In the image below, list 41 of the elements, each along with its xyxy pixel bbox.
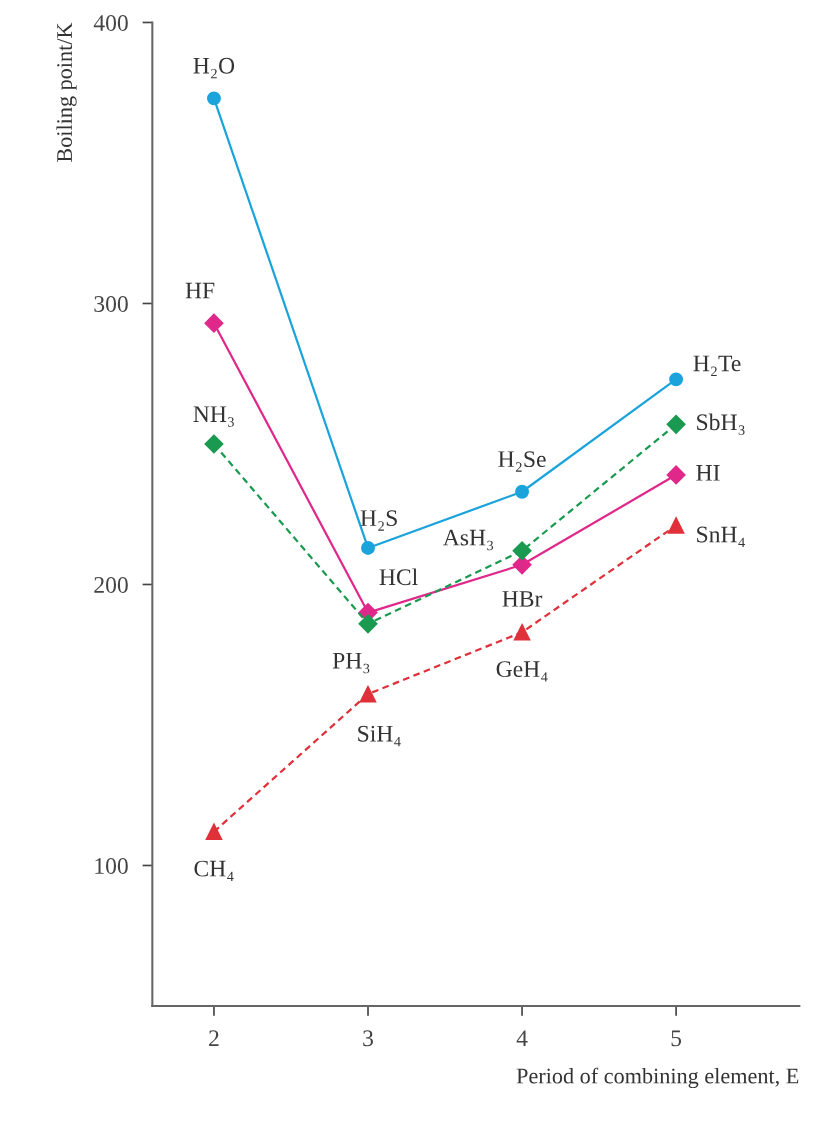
annotation: SiH₄ (358, 725, 401, 747)
annotation: PH₃ (332, 652, 370, 674)
annotation: GeH₄ (496, 661, 548, 682)
point (361, 541, 375, 555)
annotation: SbH₃ (697, 413, 745, 435)
annotation: HBr (502, 591, 543, 607)
point (358, 614, 378, 634)
y-tick-label: 300 (94, 295, 128, 312)
annotation: HCl (379, 568, 418, 586)
annotation: HI (696, 465, 720, 481)
y-tick-label: 400 (93, 14, 128, 31)
point (205, 823, 223, 841)
y-axis-title: Boiling point/K (56, 22, 77, 162)
point (204, 434, 224, 454)
y-tick-label: 100 (95, 857, 128, 874)
x-tick-label: 2 (209, 1030, 219, 1046)
point (512, 555, 532, 575)
x-tick-label: 3 (363, 1030, 373, 1047)
point (204, 313, 224, 333)
point (666, 414, 686, 434)
point (666, 465, 686, 485)
point (667, 517, 685, 534)
y-tick-label: 200 (94, 576, 128, 593)
x-tick-label: 5 (671, 1030, 682, 1047)
point (207, 91, 221, 106)
x-tick-label: 4 (516, 1030, 528, 1046)
point (512, 541, 532, 561)
point (669, 372, 684, 387)
annotation: NH₃ (193, 406, 234, 427)
annotation: H₂S (360, 510, 397, 531)
annotation: SnH₄ (697, 526, 745, 548)
annotation: HF (185, 282, 215, 299)
annotation: H₂O (193, 57, 235, 79)
point (513, 623, 531, 641)
point (359, 685, 377, 703)
point (515, 484, 529, 499)
annotation: CH₄ (194, 860, 234, 882)
annotation: H₂Te (693, 355, 741, 376)
x-axis-title: Period of combining element, E (516, 1067, 799, 1089)
annotation: AsH₃ (442, 529, 494, 551)
annotation: H₂Se (498, 451, 546, 472)
